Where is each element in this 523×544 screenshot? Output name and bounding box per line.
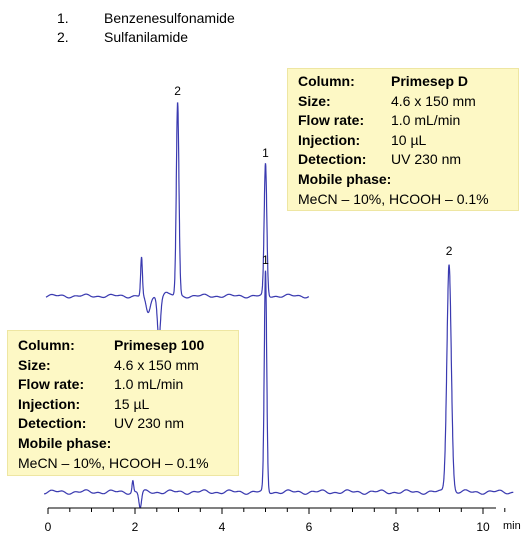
size-value: 4.6 x 150 mm — [391, 92, 476, 109]
peak-label: 2 — [446, 244, 453, 258]
detection-label: Detection: — [18, 415, 87, 432]
compound-name: Sulfanilamide — [104, 29, 189, 45]
column-label: Column: — [298, 73, 355, 89]
column-value: Primesep 100 — [114, 337, 205, 353]
injection-value: 15 µL — [114, 395, 150, 412]
conditions-box-primesep-100: Column: Primesep 100 Size: 4.6 x 150 mm Fl… — [7, 330, 239, 476]
chromatogram-traces — [44, 102, 514, 509]
x-tick-label: 10 — [476, 520, 490, 534]
injection-label: Injection: — [298, 131, 361, 148]
x-tick-label: 2 — [132, 520, 139, 534]
conditions-box-primesep-d: Column: Primesep D Size: 4.6 x 150 mm Flow… — [287, 68, 519, 211]
column-value: Primesep D — [391, 73, 469, 89]
peak-label: 1 — [262, 253, 269, 267]
x-tick-label: 6 — [306, 520, 313, 534]
injection-value: 10 µL — [391, 131, 427, 148]
flow-rate-label: Flow rate: — [18, 376, 85, 393]
detection-value: UV 230 nm — [114, 415, 185, 432]
detection-value: UV 230 nm — [391, 151, 462, 168]
compound-legend-1: 1. Benzenesulfonamide — [0, 10, 260, 28]
x-tick-label: 0 — [45, 520, 52, 534]
detection-label: Detection: — [298, 151, 367, 168]
x-axis: 0 2 4 6 8 10 min — [45, 507, 521, 534]
size-label: Size: — [298, 92, 331, 109]
column-label: Column: — [18, 337, 75, 353]
injection-label: Injection: — [18, 395, 81, 412]
flow-rate-value: 1.0 mL/min — [391, 112, 461, 129]
mobile-phase-value: MeCN – 10%, HCOOH – 0.1% — [298, 190, 489, 207]
peak-label: 1 — [262, 146, 269, 160]
mobile-phase-label: Mobile phase: — [298, 170, 392, 187]
peak-labels: 2 1 1 2 — [174, 84, 453, 267]
peak-label: 2 — [174, 84, 181, 98]
x-tick-label: 8 — [393, 520, 400, 534]
x-tick-label: 4 — [219, 520, 226, 534]
size-label: Size: — [18, 356, 51, 373]
flow-rate-label: Flow rate: — [298, 112, 365, 129]
compound-number: 1. — [57, 10, 69, 26]
compound-number: 2. — [57, 29, 69, 45]
x-axis-unit-label: min — [503, 520, 521, 532]
trace-primesep-100 — [44, 264, 514, 509]
compound-name: Benzenesulfonamide — [104, 10, 235, 26]
size-value: 4.6 x 150 mm — [114, 356, 199, 373]
mobile-phase-value: MeCN – 10%, HCOOH – 0.1% — [18, 454, 209, 471]
mobile-phase-label: Mobile phase: — [18, 434, 112, 451]
compound-legend-2: 2. Sulfanilamide — [0, 29, 260, 47]
trace-primesep-d — [45, 102, 310, 341]
flow-rate-value: 1.0 mL/min — [114, 376, 184, 393]
